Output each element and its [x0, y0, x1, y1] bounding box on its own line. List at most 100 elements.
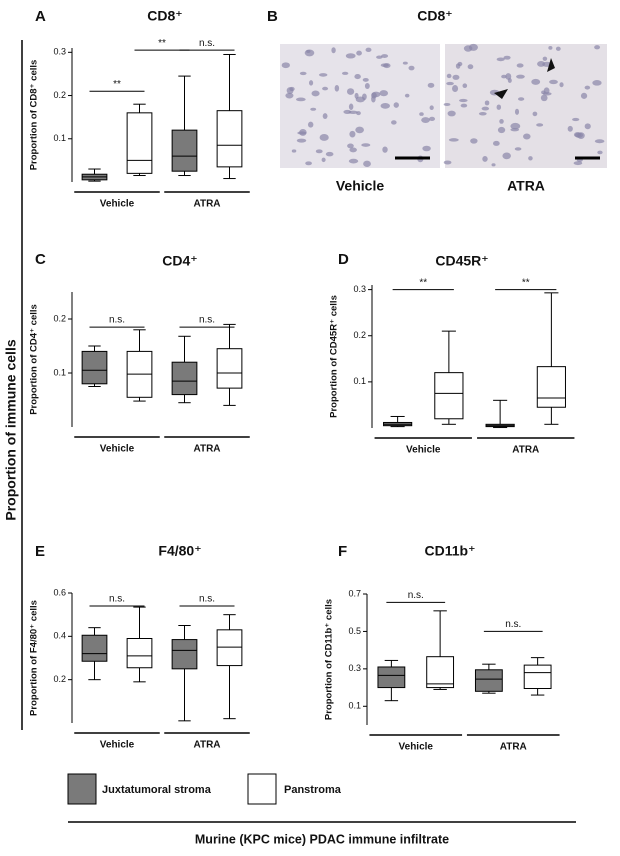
nucleus — [499, 118, 504, 124]
nucleus — [345, 53, 356, 59]
nucleus — [452, 85, 459, 92]
panel-title: CD11b⁺ — [425, 543, 476, 559]
group-label: Vehicle — [406, 445, 441, 456]
nucleus — [356, 50, 362, 56]
box — [216, 629, 243, 667]
nucleus — [443, 102, 451, 106]
nucleus — [382, 146, 388, 153]
nucleus — [482, 156, 488, 162]
nucleus — [574, 132, 584, 138]
significance-label: ** — [419, 277, 427, 288]
nucleus — [532, 111, 538, 117]
y-tick-label: 0.2 — [53, 90, 66, 100]
nucleus — [380, 103, 390, 109]
nucleus — [510, 128, 520, 132]
y-axis-label: Proportion of CD45R⁺ cells — [329, 295, 340, 418]
nucleus — [481, 106, 490, 111]
y-tick-label: 0.4 — [53, 631, 66, 641]
nucleus — [427, 82, 435, 88]
nucleus — [346, 88, 355, 95]
nucleus — [594, 45, 601, 50]
panel-letter: B — [267, 8, 278, 25]
nucleus — [361, 143, 371, 147]
nucleus — [362, 77, 369, 82]
nucleus — [422, 145, 431, 152]
nucleus — [281, 62, 290, 69]
nucleus — [559, 82, 564, 88]
nucleus — [572, 117, 580, 122]
nucleus — [514, 108, 520, 115]
figure-y-label: Proportion of immune cells — [3, 339, 19, 520]
nucleus — [421, 117, 430, 123]
group-label: ATRA — [500, 742, 527, 753]
nucleus — [322, 86, 329, 91]
nucleus — [371, 95, 376, 103]
nucleus — [446, 73, 452, 79]
nucleus — [497, 126, 506, 134]
caption: Murine (KPC mice) PDAC immune infiltrate — [195, 832, 449, 846]
nucleus — [492, 140, 500, 146]
panel-title: CD4⁺ — [162, 253, 197, 269]
nucleus — [505, 73, 512, 80]
y-tick-label: 0.3 — [353, 284, 366, 294]
significance-label: ** — [113, 79, 121, 90]
significance-label: n.s. — [109, 315, 125, 326]
significance-label: n.s. — [199, 594, 215, 605]
nucleus — [478, 111, 487, 116]
nucleus — [463, 45, 473, 52]
nucleus — [514, 147, 522, 151]
nucleus — [318, 73, 328, 77]
nucleus — [334, 84, 340, 92]
nucleus — [379, 90, 389, 97]
y-tick-label: 0.2 — [53, 674, 66, 684]
nucleus — [496, 104, 502, 110]
nucleus — [501, 74, 507, 79]
group-label: Vehicle — [100, 199, 135, 210]
nucleus — [594, 139, 605, 144]
nucleus — [291, 149, 297, 153]
nucleus — [286, 87, 294, 95]
panel-letter: C — [35, 251, 46, 268]
nucleus — [380, 63, 389, 68]
nucleus — [321, 157, 326, 163]
nucleus — [331, 47, 336, 54]
nucleus — [447, 110, 456, 117]
nucleus — [308, 80, 314, 86]
y-tick-label: 0.3 — [348, 663, 361, 673]
panel-letter: D — [338, 251, 349, 268]
legend-label: Panstroma — [284, 784, 342, 796]
panel-letter: E — [35, 543, 45, 560]
group-label: Vehicle — [100, 740, 135, 751]
nucleus — [496, 57, 505, 62]
box — [216, 110, 243, 168]
nucleus — [584, 123, 591, 130]
significance-label: n.s. — [408, 590, 424, 601]
nucleus — [502, 152, 511, 160]
significance-label: n.s. — [199, 38, 215, 49]
nucleus — [503, 55, 511, 60]
panel-letter: A — [35, 8, 46, 25]
group-label: ATRA — [193, 444, 220, 455]
nucleus — [315, 149, 323, 154]
nucleus — [516, 63, 524, 68]
nucleus — [307, 121, 314, 128]
box — [523, 664, 552, 690]
nucleus — [510, 122, 521, 130]
image-atra — [445, 44, 607, 168]
nucleus — [584, 85, 591, 90]
panel-title: F4/80⁺ — [158, 543, 201, 559]
image-label: ATRA — [507, 178, 545, 194]
nucleus — [555, 46, 561, 51]
group-label: ATRA — [193, 199, 220, 210]
group-label: Vehicle — [399, 742, 434, 753]
nucleus — [580, 92, 588, 99]
nucleus — [363, 160, 371, 167]
nucleus — [462, 83, 468, 89]
nucleus — [310, 107, 317, 111]
nucleus — [531, 78, 541, 85]
nucleus — [459, 98, 468, 103]
image-vehicle — [280, 44, 440, 168]
nucleus — [349, 147, 357, 153]
y-tick-label: 0.2 — [353, 330, 366, 340]
